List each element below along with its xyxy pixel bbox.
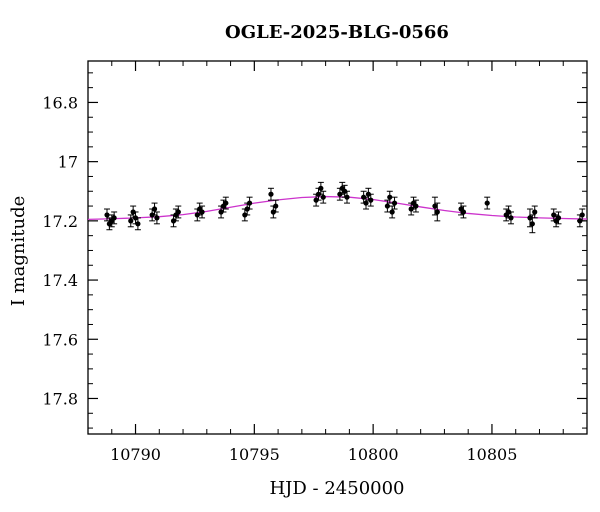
data-point bbox=[268, 191, 274, 197]
plot-frame bbox=[87, 60, 588, 435]
data-point bbox=[344, 194, 350, 200]
data-point bbox=[432, 203, 438, 209]
data-point bbox=[387, 194, 393, 200]
x-tick-label: 10790 bbox=[110, 445, 161, 464]
x-axis-label: HJD - 2450000 bbox=[269, 478, 404, 499]
data-point bbox=[135, 221, 141, 227]
chart-title: OGLE-2025-BLG-0566 bbox=[225, 22, 449, 43]
y-tick-label: 16.8 bbox=[42, 93, 78, 112]
data-point bbox=[484, 200, 490, 206]
y-axis-label: I magnitude bbox=[8, 196, 29, 307]
data-point bbox=[368, 197, 374, 203]
data-point bbox=[529, 221, 535, 227]
data-point bbox=[199, 209, 205, 215]
data-point bbox=[318, 185, 324, 191]
data-point bbox=[413, 203, 419, 209]
data-point bbox=[273, 203, 279, 209]
data-point bbox=[111, 215, 117, 221]
data-point bbox=[527, 215, 533, 221]
x-tick-label: 10805 bbox=[466, 445, 517, 464]
data-point bbox=[151, 206, 158, 212]
y-tick-label: 17.6 bbox=[42, 330, 78, 349]
x-tick-label: 10800 bbox=[348, 445, 399, 464]
y-tick-label: 17.2 bbox=[42, 212, 78, 231]
data-point bbox=[320, 194, 326, 200]
data-point bbox=[555, 215, 562, 221]
data-point bbox=[223, 200, 229, 206]
data-point bbox=[389, 209, 395, 215]
data-point bbox=[363, 200, 369, 206]
data-point bbox=[391, 200, 398, 206]
y-tick-label: 17 bbox=[58, 153, 78, 172]
data-point bbox=[246, 200, 253, 206]
data-point bbox=[508, 215, 514, 221]
data-point bbox=[154, 215, 160, 221]
model-curve-line bbox=[87, 195, 588, 221]
data-point bbox=[579, 212, 585, 218]
data-point bbox=[532, 209, 538, 215]
plot-layer: 10790 10795 10800 10805 16.8 17 17.2 17.4 17.6 17… bbox=[42, 60, 588, 464]
data-point bbox=[175, 209, 181, 215]
x-tick-label: 10795 bbox=[229, 445, 280, 464]
data-point bbox=[104, 212, 110, 218]
y-tick-label: 17.4 bbox=[42, 271, 78, 290]
data-point bbox=[128, 218, 134, 224]
data-point bbox=[460, 209, 467, 215]
data-point bbox=[434, 209, 440, 215]
y-tick-label: 17.8 bbox=[42, 389, 78, 408]
data-point bbox=[384, 203, 390, 209]
